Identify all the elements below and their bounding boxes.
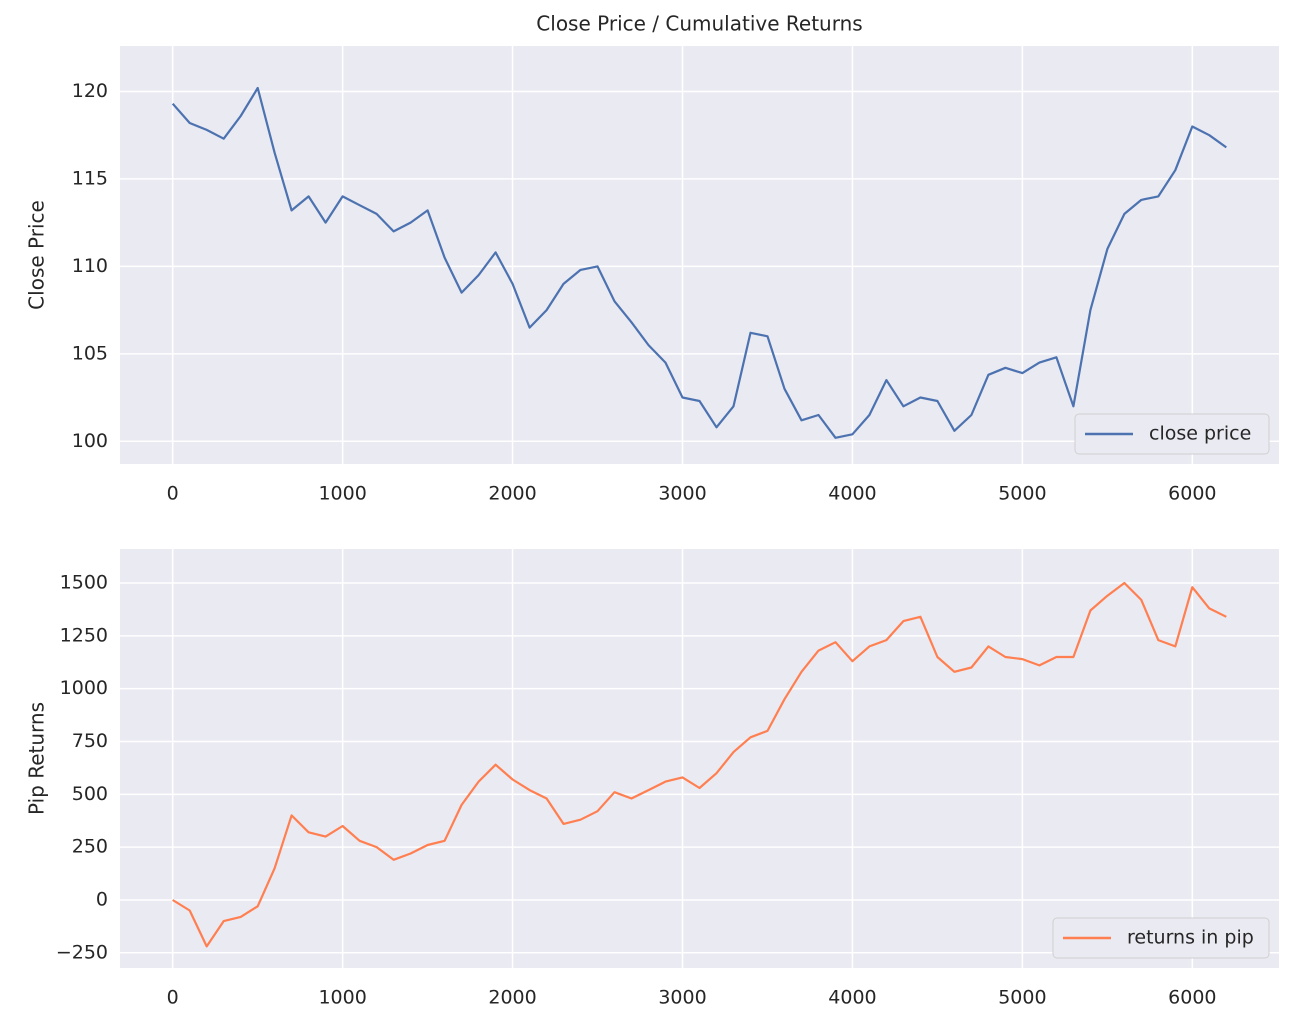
y-tick-label: 115 [72,167,108,189]
x-tick-label: 4000 [828,483,876,505]
x-tick-label: 5000 [998,483,1046,505]
y-tick-label: 1500 [60,572,108,594]
x-tick-label: 6000 [1168,483,1216,505]
y-tick-label: 1000 [60,677,108,699]
x-tick-label: 4000 [828,987,876,1009]
x-tick-label: 0 [167,987,179,1009]
x-tick-label: 1000 [318,987,366,1009]
y-axis-label: Pip Returns [25,702,49,815]
y-tick-label: 1250 [60,624,108,646]
x-tick-label: 3000 [658,987,706,1009]
plot-area [120,46,1279,464]
data-line [172,581,1227,948]
y-tick-label: 110 [72,255,108,277]
plot-area [120,549,1279,968]
y-axis-label: Close Price [25,200,49,310]
data-line [171,86,1227,439]
chart-title: Close Price / Cumulative Returns [536,12,862,36]
y-tick-label: 750 [72,730,108,752]
y-tick-label: 500 [72,783,108,805]
x-tick-label: 1000 [318,483,366,505]
x-tick-label: 0 [167,483,179,505]
x-tick-label: 3000 [658,483,706,505]
legend-label: close price [1149,423,1251,445]
x-tick-label: 5000 [998,987,1046,1009]
y-tick-label: 250 [72,836,108,858]
y-tick-label: 0 [96,888,108,910]
legend-label: returns in pip [1127,927,1254,949]
x-tick-label: 6000 [1168,987,1216,1009]
legend-box [1052,917,1270,959]
legend-box [1074,413,1270,455]
x-tick-label: 2000 [488,483,536,505]
y-tick-label: 100 [72,430,108,452]
x-tick-label: 2000 [488,987,536,1009]
y-tick-label: 120 [72,80,108,102]
y-tick-label: −250 [56,941,108,963]
y-tick-label: 105 [72,342,108,364]
